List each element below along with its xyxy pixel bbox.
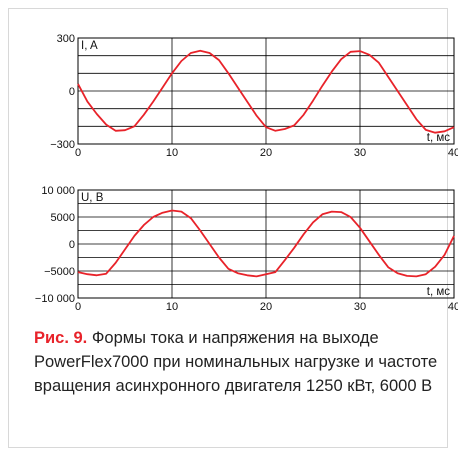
chart-1-x-tick-label: 0	[75, 147, 81, 159]
chart-2-y-tick-label: −10 000	[35, 293, 75, 305]
chart-1-x-tick-label: 20	[260, 147, 272, 159]
chart-1-plot-frame	[77, 37, 455, 145]
chart-1-y-axis-label: I, A	[81, 40, 98, 52]
chart-2-x-axis-label: t, мс	[427, 286, 450, 298]
chart-1-series-line-1	[77, 49, 455, 134]
chart-2-series-line-1	[77, 209, 455, 278]
chart-1-y-tick-label: −300	[50, 139, 75, 151]
chart-2-x-tick-label: 30	[354, 301, 366, 313]
chart-2-y-axis-label: U, В	[81, 192, 104, 204]
chart-1-x-tick-label: 10	[166, 147, 178, 159]
chart-1-y-tick-label: 300	[57, 33, 75, 45]
chart-2-y-tick-label: 5000	[51, 212, 75, 224]
chart-2-y-tick-label: 10 000	[41, 185, 75, 197]
chart-2-y-tick-label: −5000	[44, 266, 75, 278]
chart-2-x-tick-label: 0	[75, 301, 81, 313]
chart-2-x-tick-label: 40	[448, 301, 458, 313]
chart-1-x-tick-label: 30	[354, 147, 366, 159]
chart-2-plot-frame	[77, 189, 455, 299]
caption-label: Рис. 9.	[34, 329, 88, 347]
figure-caption: Рис. 9. Формы тока и напряжения на выход…	[34, 326, 444, 398]
chart-2-x-tick-label: 10	[166, 301, 178, 313]
chart-1-y-tick-label: 0	[69, 86, 75, 98]
chart-1-x-axis-label: t, мс	[427, 132, 450, 144]
chart-2-x-tick-label: 20	[260, 301, 272, 313]
chart-2-y-tick-label: 0	[69, 239, 75, 251]
figure-frame	[8, 8, 448, 448]
chart-1-x-tick-label: 40	[448, 147, 458, 159]
caption-text: Формы тока и напряжения на выходе PowerF…	[34, 329, 438, 395]
